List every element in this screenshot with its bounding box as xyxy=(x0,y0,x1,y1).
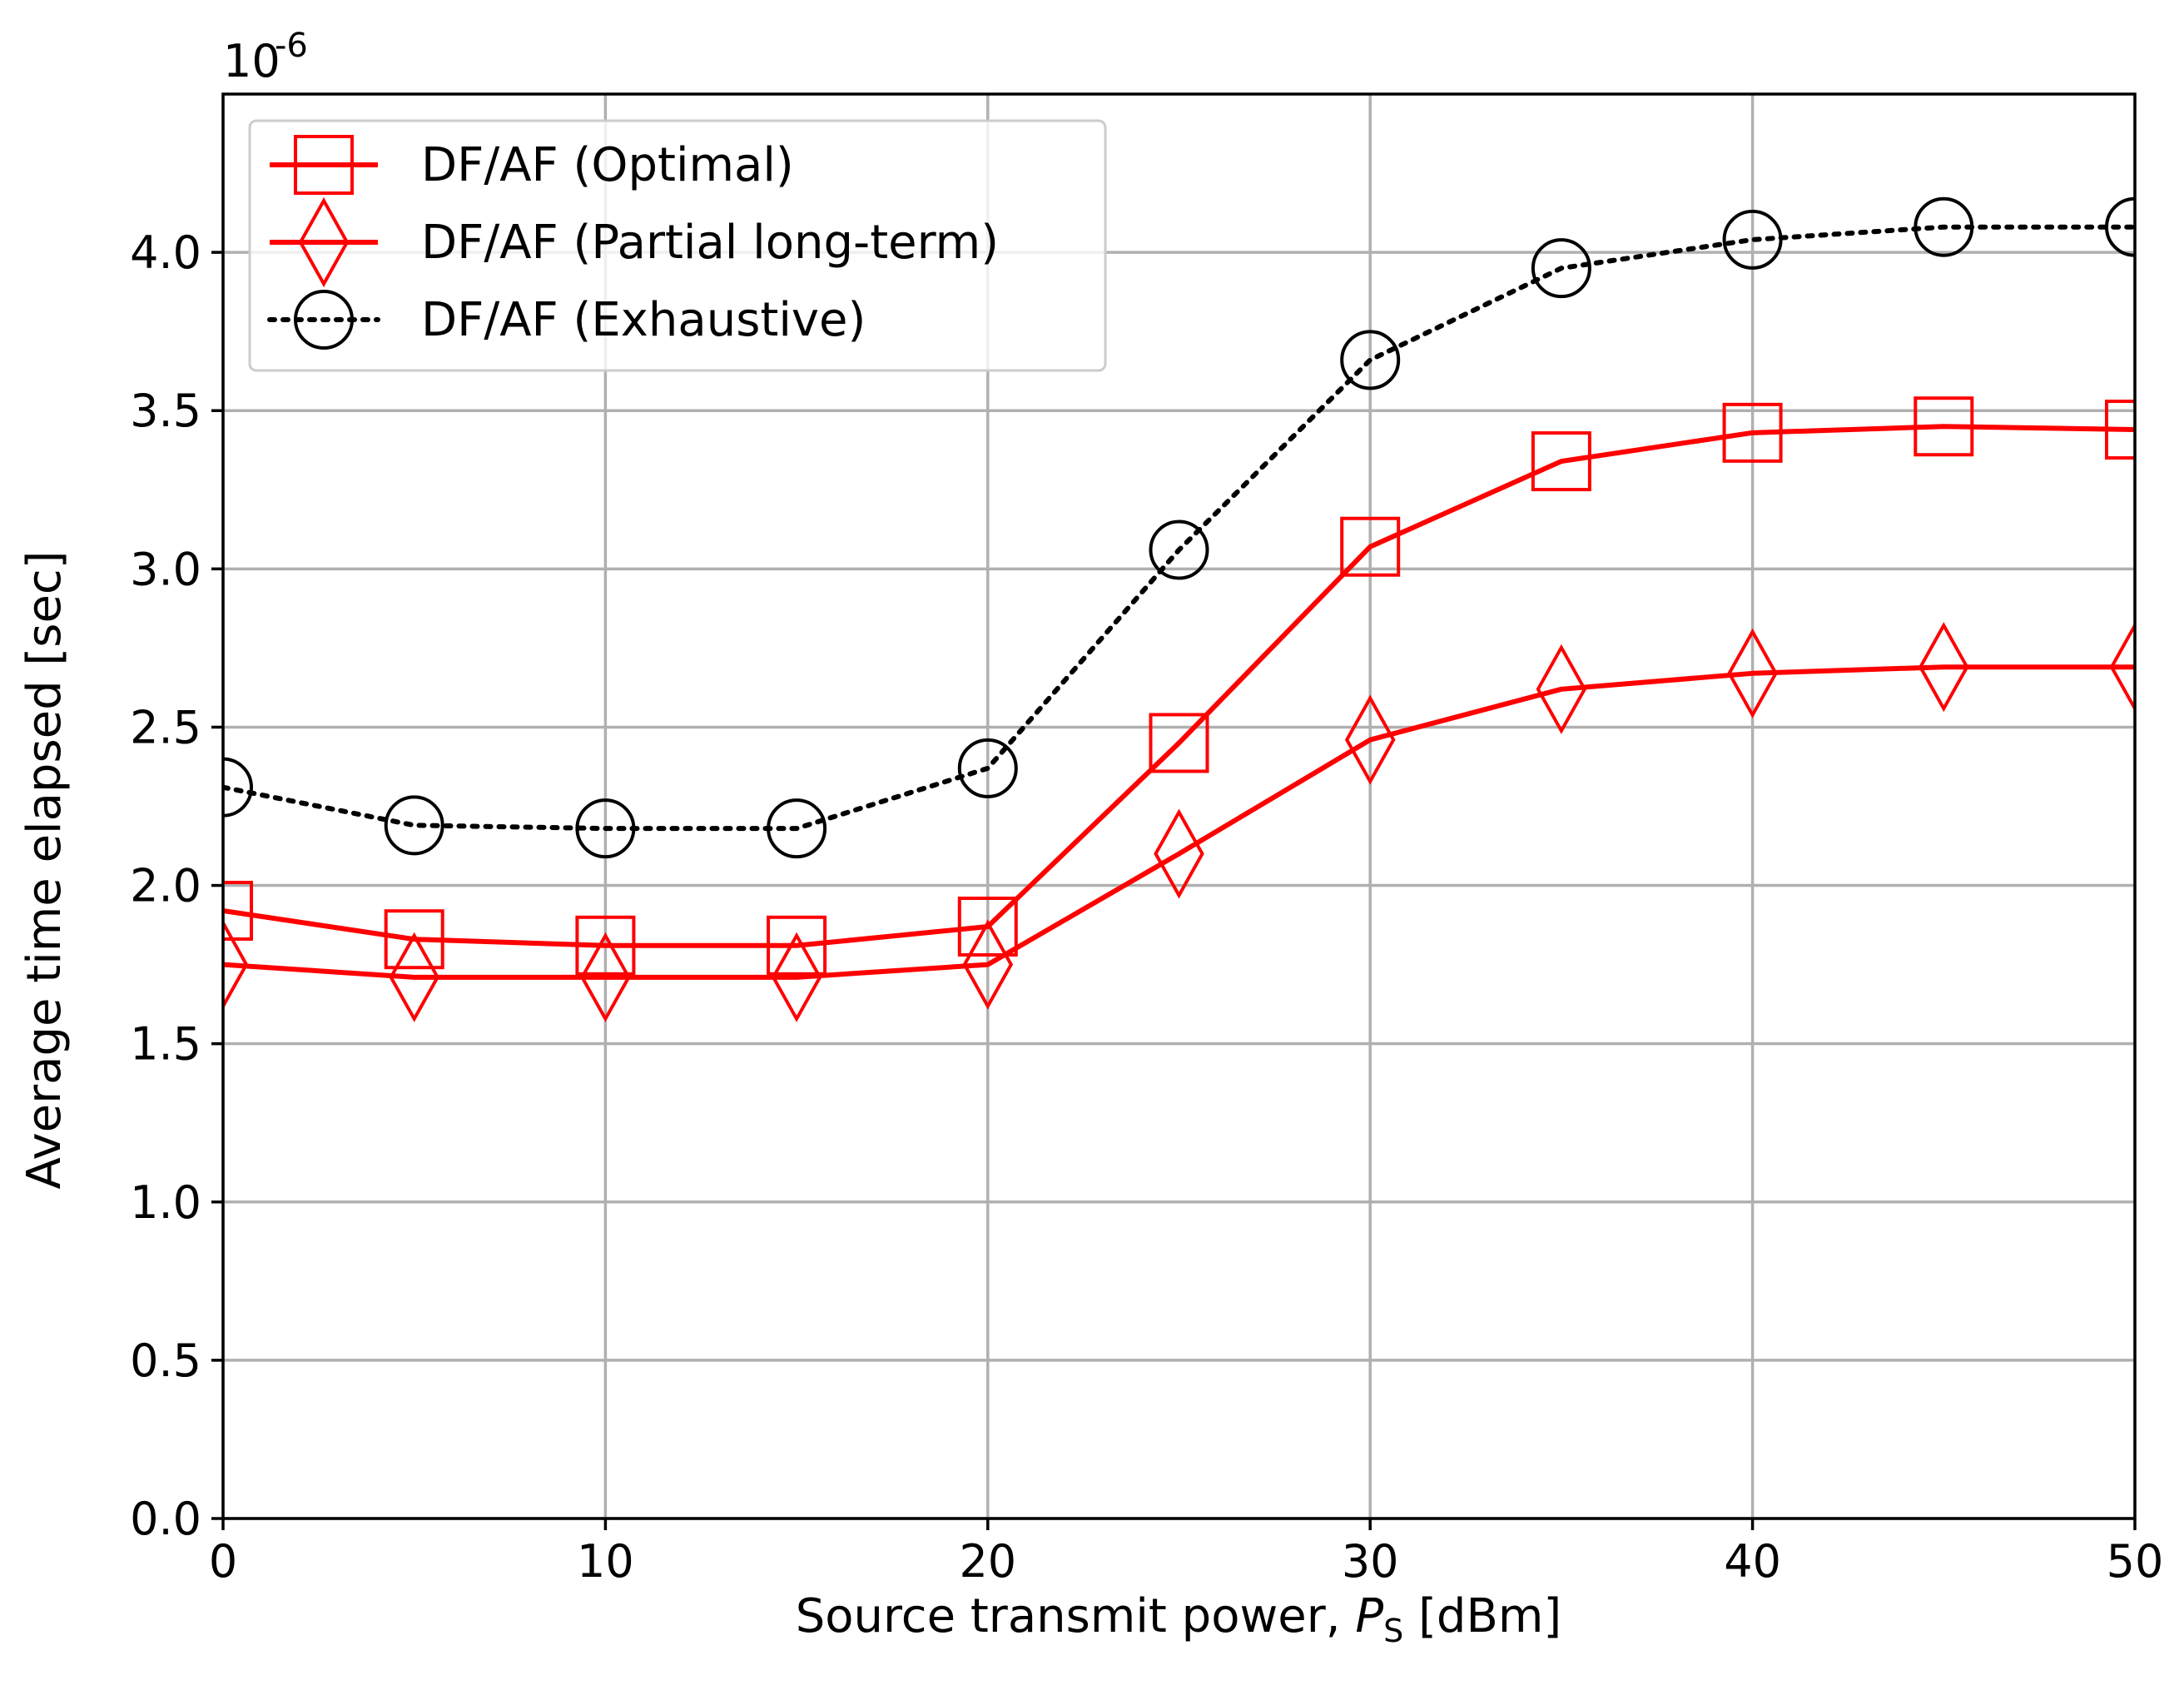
x-axis-label: Source transmit power, PS [dBm] xyxy=(796,1589,1562,1649)
data-point-square xyxy=(1340,516,1401,577)
x-axis-label-var: P xyxy=(1355,1589,1383,1643)
x-tick-label: 10 xyxy=(577,1535,634,1588)
data-point-circle xyxy=(1149,519,1209,580)
data-point-circle xyxy=(384,795,444,856)
data-point-square xyxy=(2105,400,2135,460)
legend: DF/AF (Optimal) DF/AF (Partial long-term)… xyxy=(248,119,1107,372)
x-axis-label-suffix: [dBm] xyxy=(1403,1589,1561,1643)
legend-label: DF/AF (Exhaustive) xyxy=(421,293,866,347)
y-tick-label: 3.5 xyxy=(130,385,201,437)
data-point-circle xyxy=(1913,196,1974,257)
plot-area xyxy=(223,196,2135,1022)
data-point-circle xyxy=(1340,330,1401,390)
x-tick-label: 40 xyxy=(1724,1535,1781,1588)
x-tick-label: 20 xyxy=(959,1535,1016,1588)
data-point-square xyxy=(223,880,253,941)
data-point-square xyxy=(767,915,827,976)
legend-marker-circle xyxy=(294,290,354,350)
data-point-diamond xyxy=(1536,644,1587,734)
y-scale-exponent: -6 xyxy=(275,27,308,65)
legend-label: DF/AF (Partial long-term) xyxy=(421,216,999,270)
series-diamond xyxy=(223,622,2135,1022)
data-point-circle xyxy=(957,738,1018,798)
data-point-circle xyxy=(1531,238,1591,299)
series-line xyxy=(223,424,2135,948)
series-line xyxy=(223,224,2135,832)
y-scale-base: 10 xyxy=(223,35,280,87)
data-point-circle xyxy=(1722,209,1783,270)
y-tick-label: 4.0 xyxy=(130,226,201,279)
x-tick-label: 30 xyxy=(1342,1535,1399,1588)
data-point-diamond xyxy=(1918,622,1969,713)
y-tick-label: 3.0 xyxy=(130,543,201,595)
data-point-diamond xyxy=(2109,622,2135,713)
y-tick-label: 0.5 xyxy=(130,1335,201,1387)
data-point-square xyxy=(384,909,444,970)
data-point-diamond xyxy=(580,932,631,1022)
series-line xyxy=(223,664,2135,980)
y-tick-label: 2.5 xyxy=(130,701,201,753)
data-point-square xyxy=(1149,713,1209,773)
axis-ticks: 0 10 20 30 40 50 0.0 0.5 1.0 1.5 2.0 2.5 3.0 3.5 4.0 xyxy=(130,226,2163,1588)
series-square xyxy=(223,396,2135,976)
data-point-square xyxy=(1531,431,1591,492)
data-point-diamond xyxy=(1344,694,1396,785)
y-axis-label: Average time elapsed [sec] xyxy=(17,550,72,1189)
data-point-circle xyxy=(2105,196,2135,257)
data-point-circle xyxy=(575,798,636,859)
legend-box xyxy=(248,119,1107,372)
y-scale-label: 10 -6 xyxy=(223,27,308,87)
y-tick-label: 1.5 xyxy=(130,1018,201,1071)
y-tick-label: 1.0 xyxy=(130,1176,201,1229)
y-tick-label: 2.0 xyxy=(130,860,201,912)
x-axis-label-sub: S xyxy=(1383,1613,1403,1649)
data-point-diamond xyxy=(389,932,439,1022)
x-axis-label-prefix: Source transmit power, xyxy=(796,1589,1356,1643)
data-point-square xyxy=(957,896,1018,957)
legend-item: DF/AF (Partial long-term) xyxy=(270,196,999,288)
legend-item: DF/AF (Optimal) xyxy=(270,135,794,195)
data-point-square xyxy=(1722,402,1783,463)
data-point-diamond xyxy=(771,932,822,1022)
data-point-diamond xyxy=(1727,628,1778,718)
x-tick-label: 0 xyxy=(209,1535,237,1588)
data-point-diamond xyxy=(1154,808,1204,899)
data-point-circle xyxy=(223,757,253,818)
x-tick-label: 50 xyxy=(2107,1535,2164,1588)
data-point-circle xyxy=(767,798,827,859)
data-point-diamond xyxy=(962,919,1014,1010)
legend-item: DF/AF (Exhaustive) xyxy=(267,290,866,350)
data-point-square xyxy=(1913,396,1974,457)
plot-frame xyxy=(221,92,2137,1520)
data-point-diamond xyxy=(223,919,249,1010)
y-tick-label: 0.0 xyxy=(130,1493,201,1545)
legend-marker-square xyxy=(294,135,354,195)
legend-marker-diamond xyxy=(298,196,350,288)
data-point-square xyxy=(575,915,636,976)
legend-label: DF/AF (Optimal) xyxy=(421,138,794,192)
series-circle xyxy=(223,196,2135,859)
